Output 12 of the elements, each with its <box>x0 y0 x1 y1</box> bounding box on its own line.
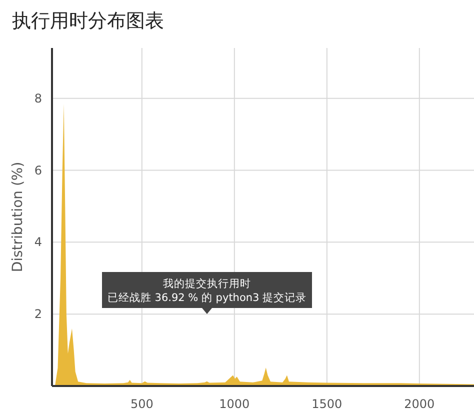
chart-title: 执行用时分布图表 <box>12 10 164 32</box>
y-tick-label: 2 <box>34 307 42 322</box>
x-tick-label: 1000 <box>219 397 250 411</box>
x-tick-label: 1500 <box>312 397 342 411</box>
y-tick-label: 8 <box>34 91 42 106</box>
y-tick-label: 4 <box>34 235 42 250</box>
x-tick-label: 500 <box>130 397 154 411</box>
y-tick-label: 6 <box>34 163 42 178</box>
x-tick-label: 2000 <box>404 397 435 411</box>
annotation: 已经战胜 36.92 % 的 python3 提交记录 <box>107 291 307 304</box>
annotation: 我的提交执行用时 <box>163 277 251 290</box>
y-axis-title: Distribution (%) <box>10 162 26 272</box>
